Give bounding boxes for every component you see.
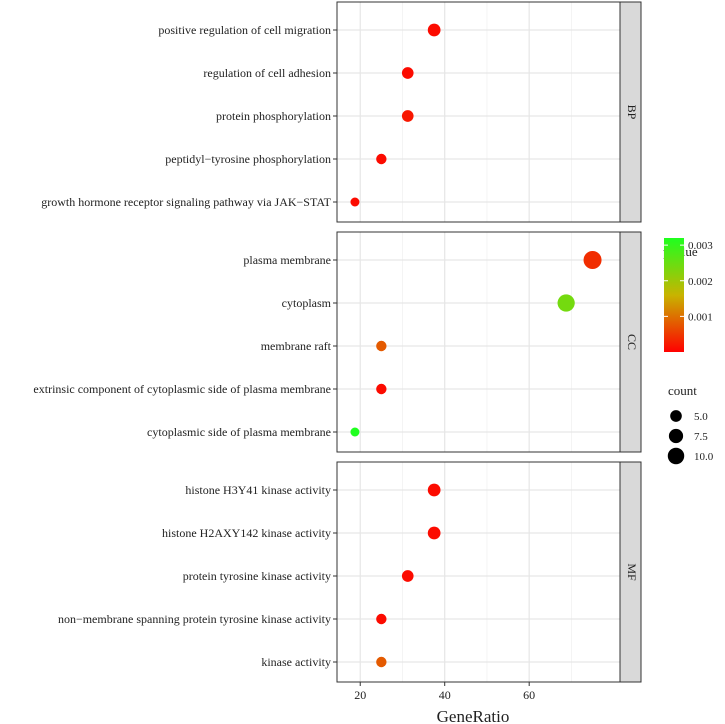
- size-legend-dot: [668, 428, 684, 444]
- facet-strip: [619, 1, 642, 223]
- data-point: [401, 570, 414, 582]
- data-point: [427, 23, 441, 37]
- data-point: [350, 197, 360, 207]
- panel-background: [337, 462, 620, 682]
- y-tick-label: growth hormone receptor signaling pathwa…: [41, 195, 331, 209]
- data-point: [376, 340, 387, 352]
- size-legend-label: 7.5: [694, 431, 708, 443]
- data-point: [401, 110, 414, 122]
- y-tick-label: protein phosphorylation: [216, 109, 331, 123]
- y-tick-label: extrinsic component of cytoplasmic side …: [33, 382, 331, 396]
- facet-strip: [619, 231, 642, 453]
- pvalue-colorbar: [664, 238, 684, 352]
- data-point: [557, 294, 575, 312]
- size-legend-dot: [667, 447, 685, 465]
- data-point: [376, 153, 387, 165]
- facet-strip-label: BP: [625, 105, 639, 120]
- x-tick-label: 40: [439, 688, 451, 702]
- y-tick-label: histone H3Y41 kinase activity: [185, 483, 331, 497]
- y-tick-label: plasma membrane: [243, 253, 331, 267]
- size-legend-label: 5.0: [694, 411, 708, 423]
- y-tick-label: histone H2AXY142 kinase activity: [162, 526, 331, 540]
- size-legend-label: 10.0: [694, 451, 714, 463]
- data-point: [350, 427, 360, 437]
- x-axis-title: GeneRatio: [437, 707, 510, 724]
- y-tick-label: peptidyl−tyrosine phosphorylation: [165, 152, 331, 166]
- x-axis: 20 40 60: [354, 682, 535, 702]
- colorbar-tick-label: 0.001: [688, 311, 713, 323]
- x-tick-label: 20: [354, 688, 366, 702]
- size-legend-title: count: [668, 383, 697, 398]
- data-point: [376, 613, 387, 625]
- facet-strip-label: CC: [625, 334, 639, 350]
- panel-background: [337, 2, 620, 222]
- data-point: [427, 526, 441, 540]
- y-tick-label: membrane raft: [261, 339, 332, 353]
- panel-bp: BP positive regulation of cell migration r…: [41, 1, 642, 223]
- size-legend-dot: [670, 410, 682, 422]
- y-tick-label: cytoplasmic side of plasma membrane: [147, 425, 331, 439]
- colorbar-tick-label: 0.002: [688, 276, 713, 288]
- data-point: [376, 383, 387, 395]
- y-tick-label: cytoplasm: [282, 296, 332, 310]
- data-point: [401, 67, 414, 79]
- facet-strip-label: MF: [625, 563, 639, 581]
- y-tick-label: positive regulation of cell migration: [158, 23, 331, 37]
- data-point: [583, 250, 602, 270]
- data-point: [376, 656, 387, 668]
- y-tick-label: kinase activity: [261, 655, 331, 669]
- facet-panels: BP positive regulation of cell migration r…: [33, 1, 642, 702]
- colorbar-tick-label: 0.003: [688, 240, 713, 252]
- panel-mf: MF histone H3Y41 kinase activity histone H…: [58, 461, 642, 683]
- facet-strip: [619, 461, 642, 683]
- x-tick-label: 60: [523, 688, 535, 702]
- data-point: [427, 483, 441, 497]
- panel-cc: CC plasma membrane cytoplasm membrane raft e…: [33, 231, 642, 453]
- y-tick-label: regulation of cell adhesion: [203, 66, 331, 80]
- y-tick-label: non−membrane spanning protein tyrosine k…: [58, 612, 331, 626]
- y-tick-label: protein tyrosine kinase activity: [183, 569, 331, 583]
